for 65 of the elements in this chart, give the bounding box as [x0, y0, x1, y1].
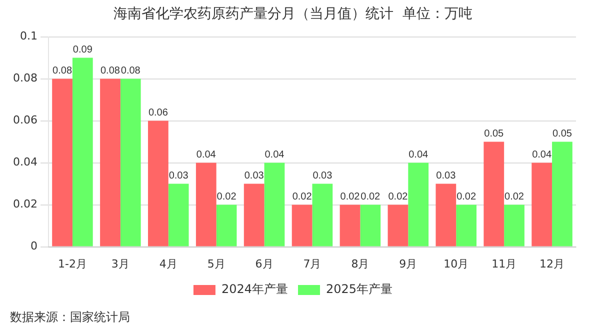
- data-label: 0.08: [52, 66, 72, 77]
- data-label: 0.04: [196, 150, 216, 161]
- data-label: 0.05: [484, 128, 504, 140]
- data-label: 0.04: [532, 150, 552, 161]
- x-tick-label: 7月: [303, 257, 322, 270]
- bar: [552, 142, 572, 246]
- y-tick-label: 0.02: [12, 198, 38, 211]
- data-label: 0.08: [120, 66, 141, 77]
- bar: [484, 142, 504, 246]
- data-label: 0.06: [148, 108, 168, 119]
- bar: [100, 78, 120, 246]
- data-label: 0.02: [388, 192, 408, 203]
- legend-label: 2024年产量: [221, 282, 288, 296]
- y-tick-label: 0.08: [12, 72, 38, 85]
- bar: [436, 184, 456, 246]
- y-tick-label: 0.04: [12, 156, 38, 169]
- x-tick-label: 9月: [399, 257, 418, 270]
- x-tick-label: 1-2月: [58, 257, 87, 270]
- bar: [52, 78, 72, 246]
- data-label: 0.02: [340, 192, 360, 203]
- bar: [360, 204, 381, 246]
- y-tick-label: 0.06: [12, 114, 38, 127]
- bar: [216, 204, 237, 246]
- y-tick-label: 0.1: [20, 30, 38, 43]
- data-label: 0.03: [244, 170, 264, 182]
- data-label: 0.02: [360, 192, 381, 203]
- bar: [264, 162, 285, 246]
- y-tick-label: 0: [30, 240, 38, 253]
- data-label: 0.03: [312, 170, 333, 182]
- bar: [168, 184, 189, 246]
- data-label: 0.02: [292, 192, 312, 203]
- bar: [72, 58, 93, 246]
- data-label: 0.04: [264, 150, 285, 161]
- data-label: 0.02: [456, 192, 476, 203]
- x-tick-label: 3月: [111, 257, 130, 270]
- bar: [292, 204, 312, 246]
- bar: [504, 204, 524, 246]
- chart-title: 海南省化学农药原药产量分月（当月值）统计 单位：万吨: [114, 6, 472, 22]
- x-tick-label: 5月: [207, 257, 226, 270]
- x-tick-label: 6月: [255, 257, 274, 270]
- bar: [340, 204, 360, 246]
- x-tick-label: 10月: [444, 257, 469, 270]
- data-label: 0.03: [168, 170, 189, 182]
- bar: [312, 184, 333, 246]
- bar: [388, 204, 408, 246]
- bar: [408, 162, 429, 246]
- bar: [532, 162, 552, 246]
- bar: [244, 184, 264, 246]
- x-tick-label: 11月: [492, 257, 517, 270]
- data-label: 0.05: [552, 128, 572, 140]
- x-tick-label: 8月: [351, 257, 370, 270]
- source-note: 数据来源：国家统计局: [10, 310, 130, 324]
- legend-label: 2025年产量: [326, 282, 393, 296]
- bar: [148, 120, 168, 246]
- bar: [196, 162, 216, 246]
- bar: [120, 78, 141, 246]
- data-label: 0.08: [100, 66, 120, 77]
- bar: [456, 204, 476, 246]
- x-tick-label: 4月: [159, 257, 178, 270]
- data-label: 0.03: [436, 170, 456, 182]
- data-label: 0.02: [216, 192, 237, 203]
- data-label: 0.04: [408, 150, 429, 161]
- x-tick-label: 12月: [540, 257, 565, 270]
- data-label: 0.02: [504, 192, 524, 203]
- data-label: 0.09: [72, 44, 93, 56]
